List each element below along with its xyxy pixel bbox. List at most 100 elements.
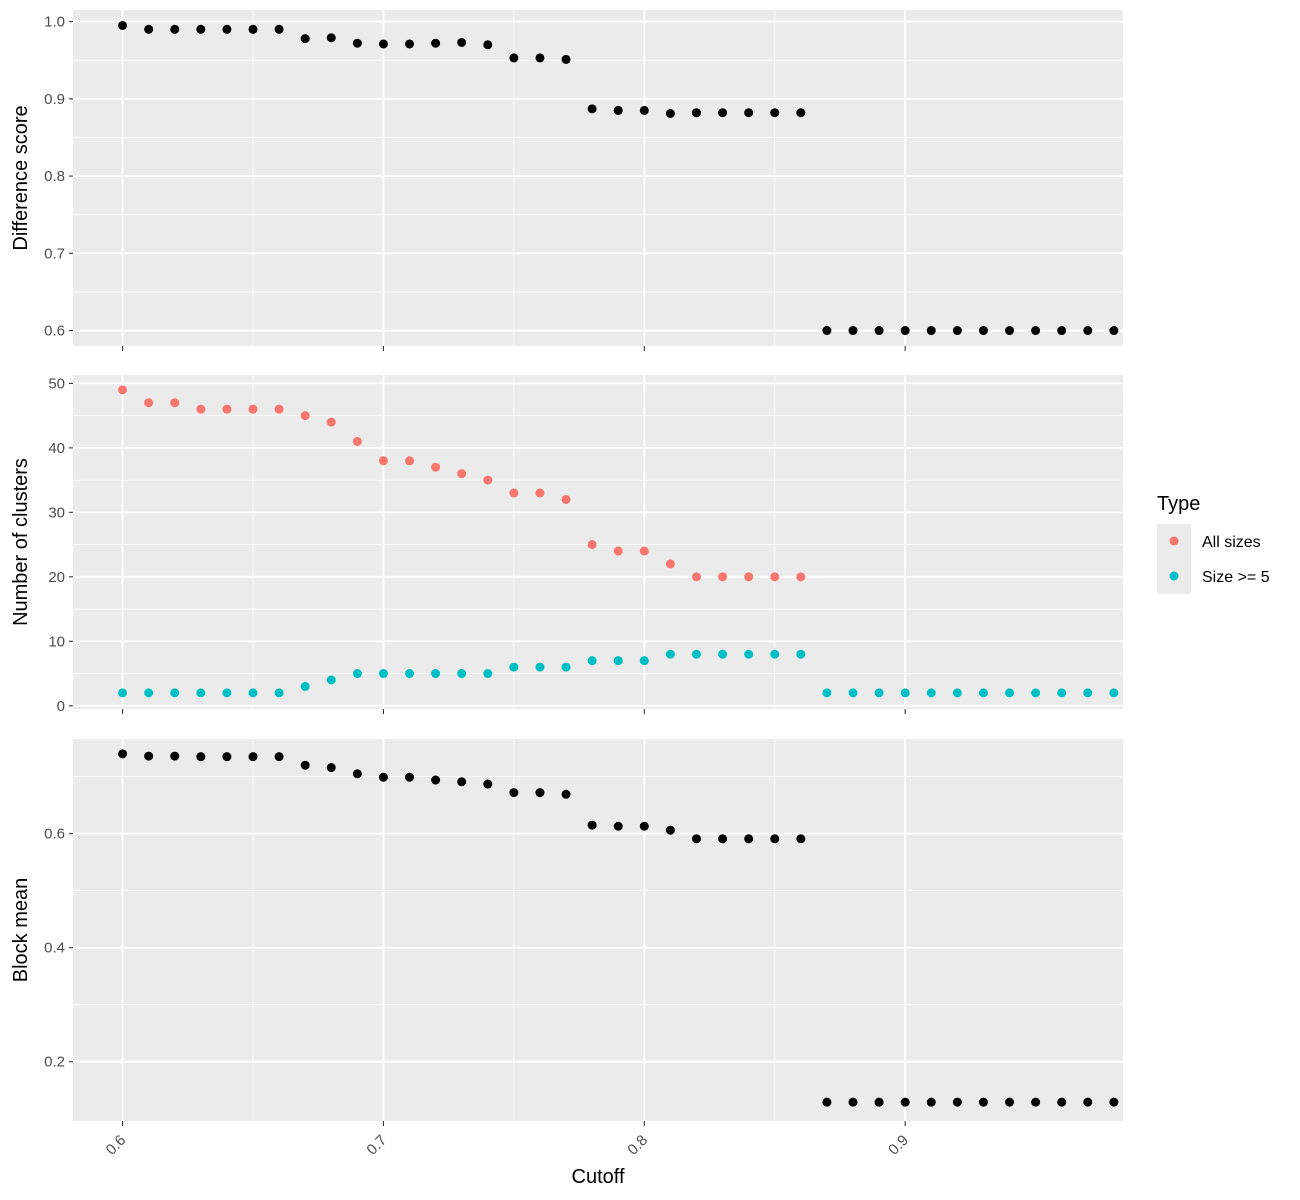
data-point: [352, 769, 362, 779]
data-point: [300, 760, 310, 770]
data-point: [613, 821, 623, 831]
data-point: [457, 777, 467, 787]
data-point: [274, 24, 284, 34]
data-point: [144, 24, 154, 34]
data-point: [170, 24, 180, 34]
data-point: [1005, 326, 1015, 336]
series-size-5: [118, 649, 1119, 698]
y-tick-label: 10: [48, 633, 65, 650]
x-axis-title: Cutoff: [572, 1166, 625, 1188]
data-point: [613, 656, 623, 666]
data-point: [1031, 326, 1041, 336]
legend-title: Type: [1157, 493, 1200, 515]
data-point: [509, 788, 519, 798]
data-point: [874, 326, 884, 336]
data-point: [900, 326, 910, 336]
data-point: [770, 108, 780, 118]
data-point: [1083, 1097, 1093, 1107]
data-point: [144, 688, 154, 698]
data-point: [587, 656, 597, 666]
data-point: [535, 788, 545, 798]
data-point: [587, 820, 597, 830]
data-point: [691, 649, 701, 659]
data-point: [744, 108, 754, 118]
data-point: [196, 752, 206, 762]
data-point: [665, 109, 675, 119]
data-point: [639, 656, 649, 666]
data-point: [378, 456, 388, 466]
legend-label-size-ge-5: Size >= 5: [1202, 569, 1270, 586]
data-point: [457, 469, 467, 479]
panel-background: [73, 10, 1123, 346]
data-point: [509, 488, 519, 498]
data-point: [718, 108, 728, 118]
data-point: [1109, 688, 1119, 698]
data-point: [1031, 688, 1041, 698]
data-point: [952, 688, 962, 698]
data-point: [796, 649, 806, 659]
data-point: [431, 669, 441, 679]
y-tick-label: 40: [48, 440, 65, 457]
y-axis-title: Block mean: [10, 878, 32, 983]
data-point: [483, 40, 493, 50]
data-point: [1083, 326, 1093, 336]
data-point: [509, 662, 519, 672]
y-tick-label: 0.6: [44, 826, 65, 843]
data-point: [405, 39, 415, 49]
panel-difference-score: 0.6 0.7 0.8 0.9 1.0 Difference score: [10, 10, 1123, 351]
data-point: [978, 688, 988, 698]
data-point: [222, 24, 232, 34]
data-point: [561, 662, 571, 672]
data-point: [509, 53, 519, 63]
panel-number-of-clusters: 0 10 20 30 40 50 Number of clusters: [10, 375, 1123, 715]
data-point: [744, 649, 754, 659]
legend-label-all-sizes: All sizes: [1202, 534, 1261, 551]
y-tick-label: 50: [48, 375, 65, 392]
data-point: [744, 834, 754, 844]
data-point: [718, 649, 728, 659]
series-difference-score: [118, 20, 1119, 336]
data-point: [431, 775, 441, 785]
y-tick-label: 20: [48, 569, 65, 586]
panel-background: [73, 375, 1123, 709]
y-tick-label: 30: [48, 504, 65, 521]
y-tick-label: 0.8: [44, 168, 65, 185]
data-point: [378, 39, 388, 49]
data-point: [118, 688, 128, 698]
data-point: [326, 763, 336, 773]
data-point: [665, 649, 675, 659]
panel-block-mean: 0.2 0.4 0.6 Block mean: [10, 739, 1123, 1126]
data-point: [848, 326, 858, 336]
y-tick-label: 0.9: [44, 91, 65, 108]
y-axis-title: Difference score: [10, 105, 32, 250]
data-point: [222, 688, 232, 698]
data-point: [796, 834, 806, 844]
series-block-mean: [118, 749, 1119, 1107]
data-point: [248, 24, 258, 34]
data-point: [691, 572, 701, 582]
y-tick-label: 0.4: [44, 940, 65, 957]
legend: Type All sizes Size >= 5: [1157, 493, 1270, 594]
data-point: [718, 572, 728, 582]
data-point: [222, 404, 232, 414]
data-point: [274, 404, 284, 414]
data-point: [535, 662, 545, 672]
data-point: [170, 688, 180, 698]
data-point: [1005, 1097, 1015, 1107]
data-point: [196, 24, 206, 34]
x-tick-label: 0.7: [363, 1132, 390, 1159]
data-point: [665, 559, 675, 569]
data-point: [483, 779, 493, 789]
data-point: [170, 751, 180, 761]
data-point: [822, 326, 832, 336]
data-point: [796, 572, 806, 582]
data-point: [274, 688, 284, 698]
data-point: [926, 1097, 936, 1107]
data-point: [352, 669, 362, 679]
data-point: [822, 688, 832, 698]
data-point: [300, 34, 310, 44]
data-point: [561, 54, 571, 64]
data-point: [1057, 1097, 1067, 1107]
data-point: [326, 675, 336, 685]
